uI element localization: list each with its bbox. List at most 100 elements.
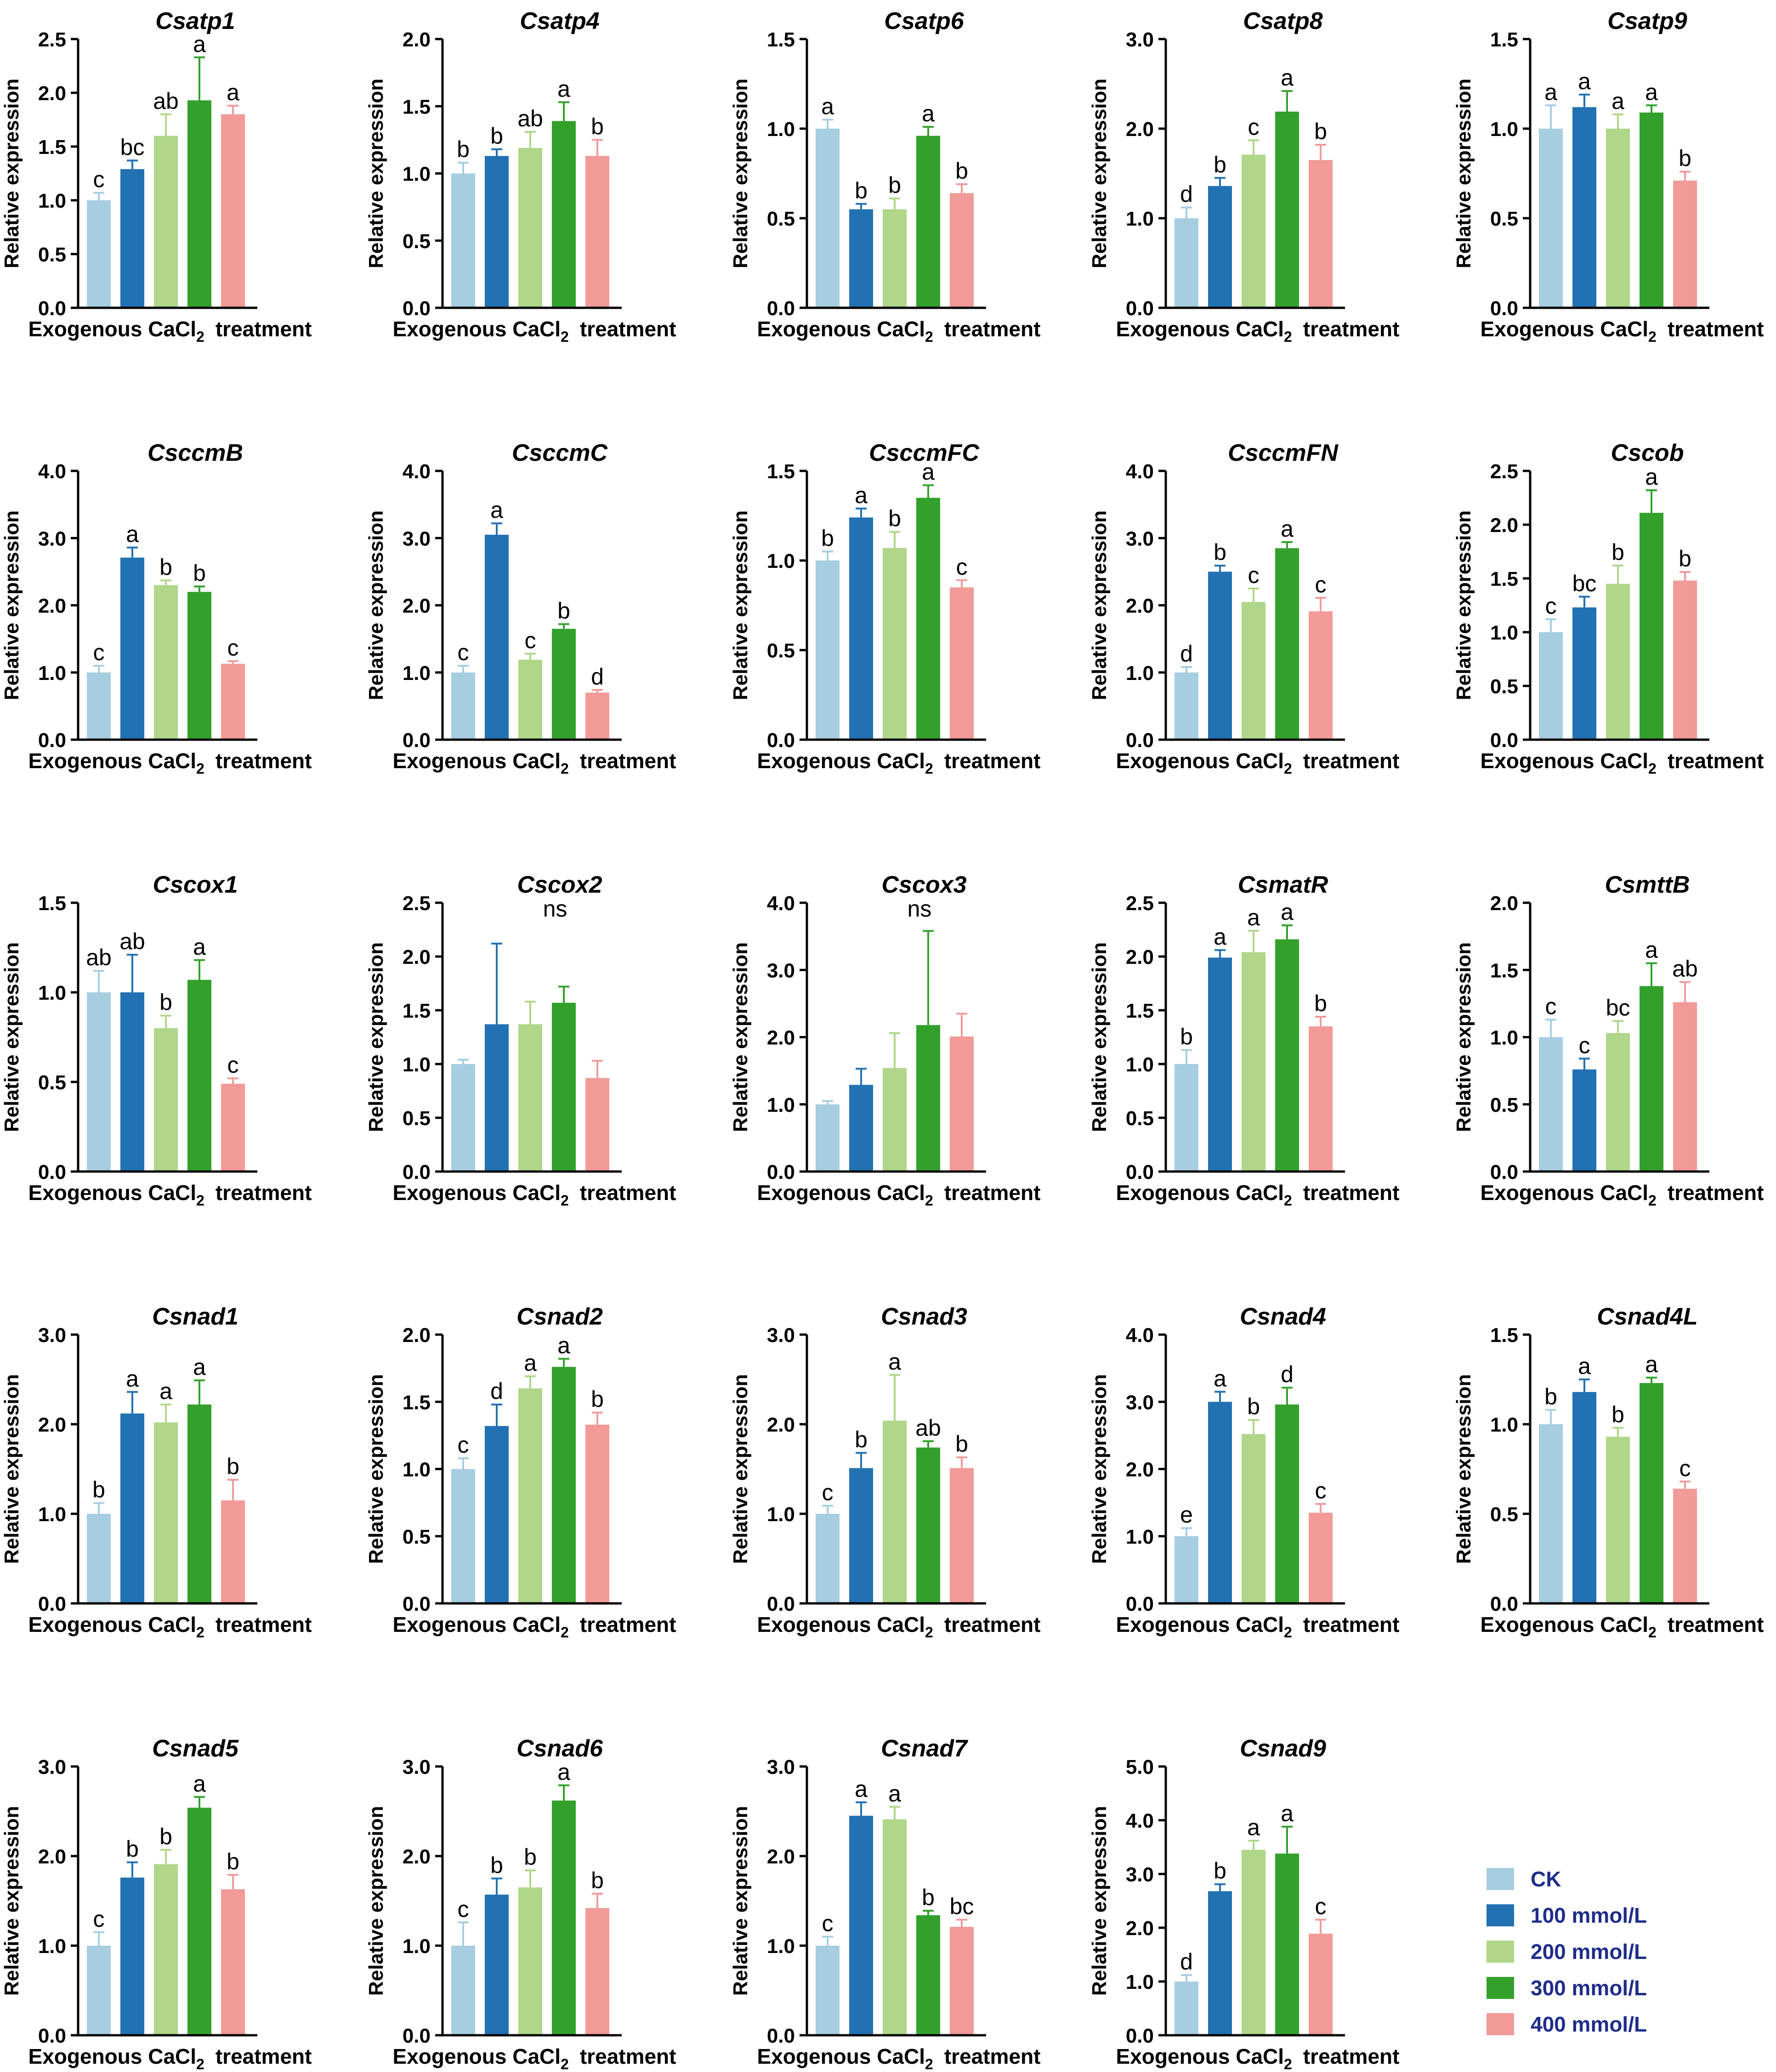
y-tick-label: 0.5 (38, 1071, 66, 1094)
significance-letter: a (1645, 79, 1658, 105)
y-axis-label: Relative expression (1088, 942, 1111, 1132)
x-label-prefix: Exogenous CaCl (1116, 2044, 1284, 2068)
x-axis-label: Exogenous CaCl2 treatment (28, 749, 312, 777)
x-label-subscript: 2 (561, 760, 569, 777)
significance-letter: b (1314, 119, 1327, 144)
significance-letter: bc (1572, 571, 1597, 596)
bar (1242, 1434, 1265, 1603)
significance-letter: a (1611, 88, 1624, 114)
x-label-subscript: 2 (925, 328, 933, 345)
legend-label-300: 300 mmol/L (1531, 1976, 1647, 2000)
significance-letter: b (888, 172, 901, 198)
y-tick-label: 2.5 (403, 892, 431, 915)
y-axis-label: Relative expression (1453, 1374, 1475, 1564)
y-tick-label: 3.0 (1126, 1391, 1154, 1414)
bar (120, 169, 144, 308)
y-tick-label: 2.0 (403, 595, 431, 617)
y-tick-label: 2.0 (403, 1324, 431, 1347)
x-label-prefix: Exogenous CaCl (28, 2044, 197, 2068)
y-tick-label: 1.5 (38, 136, 66, 159)
x-label-suffix: treatment (944, 749, 1041, 773)
chart-title: Csnad4L (1597, 1303, 1698, 1330)
chart-title: Csnad2 (516, 1303, 603, 1330)
significance-letter: d (1180, 1949, 1193, 1975)
x-axis-label: Exogenous CaCl2 treatment (28, 317, 312, 345)
y-tick-label: 4.0 (403, 460, 431, 483)
x-label-prefix: Exogenous CaCl (1481, 1181, 1649, 1205)
y-tick-label: 1.0 (38, 1503, 66, 1526)
y-tick-label: 1.5 (403, 1000, 431, 1022)
y-tick-label: 3.0 (1126, 1863, 1154, 1886)
x-axis-label: Exogenous CaCl2 treatment (757, 2044, 1041, 2072)
y-tick-label: 2.0 (1126, 595, 1154, 617)
x-label-subscript: 2 (561, 1192, 569, 1209)
x-axis-label: Exogenous CaCl2 treatment (1481, 1181, 1764, 1209)
significance-letter: a (855, 1776, 868, 1802)
bar (1673, 181, 1697, 308)
y-tick-label: 1.0 (767, 1094, 795, 1116)
bar (1208, 957, 1232, 1172)
legend-item-400: 400 mmol/L (1487, 2006, 1647, 2042)
x-label-prefix: Exogenous CaCl (1116, 1181, 1284, 1205)
significance-letter: c (93, 167, 105, 192)
y-tick-label: 2.0 (1126, 1917, 1154, 1940)
y-tick-label: 0.5 (38, 243, 66, 266)
y-axis-label: Relative expression (1088, 1374, 1111, 1564)
x-label-subscript: 2 (1284, 1624, 1292, 1641)
y-tick-label: 1.5 (403, 1391, 431, 1414)
y-tick-label: 1.5 (403, 96, 431, 118)
bar (221, 114, 245, 308)
bar (187, 592, 211, 740)
x-label-suffix: treatment (1668, 1613, 1764, 1636)
y-tick-label: 2.0 (403, 946, 431, 968)
legend-label-100: 100 mmol/L (1531, 1903, 1647, 1927)
bar (1242, 602, 1265, 740)
y-tick-label: 1.0 (767, 1503, 795, 1526)
bar (1309, 611, 1333, 740)
legend-label-200: 200 mmol/L (1531, 1939, 1647, 1964)
bar (1175, 1536, 1198, 1603)
y-tick-label: 1.0 (1490, 1414, 1518, 1436)
bar (1673, 1002, 1697, 1172)
bar (1640, 986, 1663, 1172)
y-tick-label: 2.0 (403, 1846, 431, 1868)
bar (87, 1514, 111, 1603)
bar (849, 1468, 873, 1603)
x-label-subscript: 2 (1284, 760, 1292, 777)
y-tick-label: 2.0 (38, 82, 66, 105)
chart-title: Csnad4 (1240, 1303, 1326, 1330)
bar (1208, 1402, 1232, 1603)
significance-letter: b (591, 1387, 604, 1412)
bar (120, 1877, 144, 2035)
y-axis-label: Relative expression (1088, 510, 1111, 700)
x-axis-label: Exogenous CaCl2 treatment (393, 1613, 676, 1641)
x-label-subscript: 2 (561, 2056, 569, 2072)
y-tick-label: 1.0 (38, 1935, 66, 1958)
x-label-prefix: Exogenous CaCl (393, 2044, 561, 2068)
significance-letter: a (1214, 1365, 1226, 1391)
bar (518, 1388, 542, 1603)
bar (1673, 580, 1697, 740)
significance-letter: a (557, 1759, 570, 1785)
bar (816, 1514, 840, 1603)
x-label-suffix: treatment (1668, 1181, 1764, 1205)
chart-title: Csnad9 (1240, 1735, 1326, 1762)
y-axis-label: Relative expression (1453, 942, 1475, 1132)
significance-letter: c (1248, 114, 1260, 140)
bar (154, 1028, 178, 1172)
y-tick-label: 3.0 (1126, 527, 1154, 550)
significance-letter: b (159, 1823, 172, 1849)
y-tick-label: 2.0 (1490, 514, 1518, 537)
y-tick-label: 1.5 (1490, 1324, 1518, 1347)
y-tick-label: 3.0 (38, 1324, 66, 1347)
significance-letter: c (1315, 1478, 1327, 1504)
legend: CK 100 mmol/L 200 mmol/L 300 mmol/L 400 … (1487, 1861, 1647, 2042)
y-tick-label: 4.0 (767, 892, 795, 915)
y-tick-label: 0.0 (767, 1161, 795, 1183)
bar (1242, 154, 1265, 308)
